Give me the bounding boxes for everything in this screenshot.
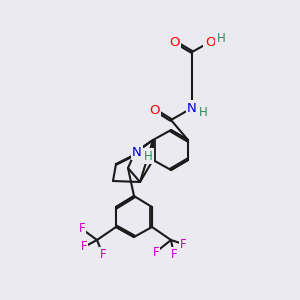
Text: F: F bbox=[79, 223, 85, 236]
Text: O: O bbox=[149, 103, 159, 116]
Text: F: F bbox=[171, 248, 177, 262]
Text: N: N bbox=[187, 101, 197, 115]
Text: F: F bbox=[153, 245, 159, 259]
Text: H: H bbox=[217, 32, 225, 44]
Text: F: F bbox=[81, 241, 87, 254]
Text: F: F bbox=[180, 238, 186, 250]
Text: H: H bbox=[144, 149, 152, 163]
Text: H: H bbox=[199, 106, 207, 118]
Text: F: F bbox=[100, 248, 106, 262]
Text: O: O bbox=[169, 35, 179, 49]
Text: N: N bbox=[132, 146, 142, 158]
Text: O: O bbox=[205, 35, 215, 49]
